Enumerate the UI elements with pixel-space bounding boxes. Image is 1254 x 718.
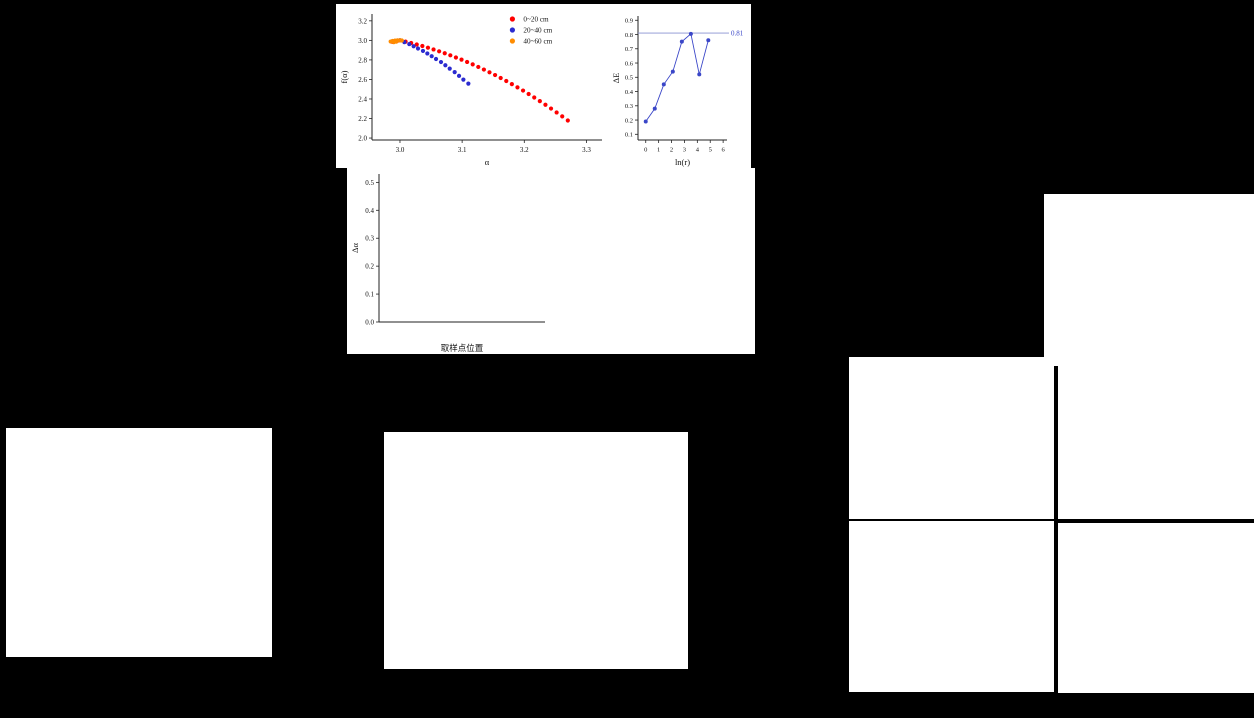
svg-text:1: 1 [657,147,660,154]
svg-text:ln(r): ln(r) [675,157,690,167]
panel-swcc [384,432,688,669]
svg-text:3.1: 3.1 [458,146,467,154]
svg-text:0.3: 0.3 [625,103,633,110]
svg-text:ΔE: ΔE [611,73,621,84]
svg-text:2.8: 2.8 [358,56,367,64]
svg-text:0.8: 0.8 [625,32,633,39]
svg-text:0~20 cm: 0~20 cm [523,16,549,24]
svg-text:0.0: 0.0 [365,318,374,326]
svg-text:2.4: 2.4 [358,95,367,103]
series-deltaE [643,31,711,124]
svg-text:0.6: 0.6 [625,60,634,67]
svg-text:40~60 cm: 40~60 cm [523,38,552,46]
svg-text:3.3: 3.3 [582,146,591,154]
chart-gmer-water [1058,366,1254,519]
svg-text:0.81: 0.81 [731,30,744,38]
svg-text:3.2: 3.2 [520,146,529,154]
chart-psf-conductivity [849,521,1054,692]
svg-text:0: 0 [644,147,647,154]
svg-text:0.5: 0.5 [625,75,633,82]
svg-text:20~40 cm: 20~40 cm [523,27,552,35]
series-0-20cm [390,38,570,123]
panel-psf-conductivity [849,521,1054,692]
chart-psf-water [849,357,1054,519]
chart-falpha-series [1044,194,1254,366]
svg-text:0.3: 0.3 [365,235,374,243]
panel-bar-charts: 0.0 0.1 0.2 0.3 0.4 0.5 取样点位置 Δα [347,168,755,354]
panel-falpha-series [1044,194,1254,366]
svg-text:α: α [485,157,490,167]
panel-pore-distribution [6,428,272,657]
svg-text:2.6: 2.6 [358,76,367,84]
series-20-40cm [397,38,471,86]
binary-planes-image-3 [858,182,1046,337]
svg-text:0.7: 0.7 [625,46,634,53]
panel-gmer-water [1058,366,1254,519]
chart-falpha-depth: 3.0 3.1 3.2 3.3 2.0 2.2 2.4 2.6 2.8 3.0 3.2 α f(α) 0~… [336,4,608,168]
panel-multifractal-line-charts: 3.0 3.1 3.2 3.3 2.0 2.2 2.4 2.6 2.8 3.0 3.2 α f(α) 0~… [336,4,751,168]
svg-text:0.4: 0.4 [625,89,634,96]
svg-text:2.2: 2.2 [358,115,367,123]
svg-text:4: 4 [696,147,700,154]
svg-text:0.5: 0.5 [365,179,374,187]
svg-text:0.1: 0.1 [365,291,374,299]
binary-planes-image-2 [1058,2,1254,170]
panel-gmer-conductivity [1058,523,1254,693]
series-40-60cm [388,38,404,45]
svg-text:6: 6 [722,147,726,154]
svg-text:5: 5 [709,147,712,154]
svg-text:0.9: 0.9 [625,18,633,25]
chart-deltaEmax-bars [551,168,755,354]
svg-text:Δα: Δα [350,242,360,252]
ct-volume-image [8,2,248,238]
chart-gmer-conductivity [1058,523,1254,693]
svg-text:3.0: 3.0 [396,146,405,154]
svg-text:0.2: 0.2 [625,117,633,124]
chart-delta-alpha-bars: 0.0 0.1 0.2 0.3 0.4 0.5 取样点位置 Δα [347,168,551,354]
svg-text:3.0: 3.0 [358,37,367,45]
svg-text:取样点位置: 取样点位置 [441,343,484,353]
chart-swcc [384,432,688,669]
binary-planes-image-1 [878,2,1043,162]
svg-text:3: 3 [683,147,686,154]
svg-text:3.2: 3.2 [358,17,367,25]
svg-text:0.2: 0.2 [365,263,374,271]
chart-pore-distribution [6,428,272,657]
svg-text:0.1: 0.1 [625,132,633,139]
svg-text:0.4: 0.4 [365,207,374,215]
svg-text:f(α): f(α) [339,70,349,83]
chart-deltaE-lnr: 0 1 2 3 4 5 6 0.1 0.2 0.3 0.4 0.5 0.6 0.7 0.8 0.9 ln(r) Δ… [608,4,751,168]
svg-text:2: 2 [670,147,673,154]
panel-psf-water [849,357,1054,519]
svg-text:2.0: 2.0 [358,134,367,142]
